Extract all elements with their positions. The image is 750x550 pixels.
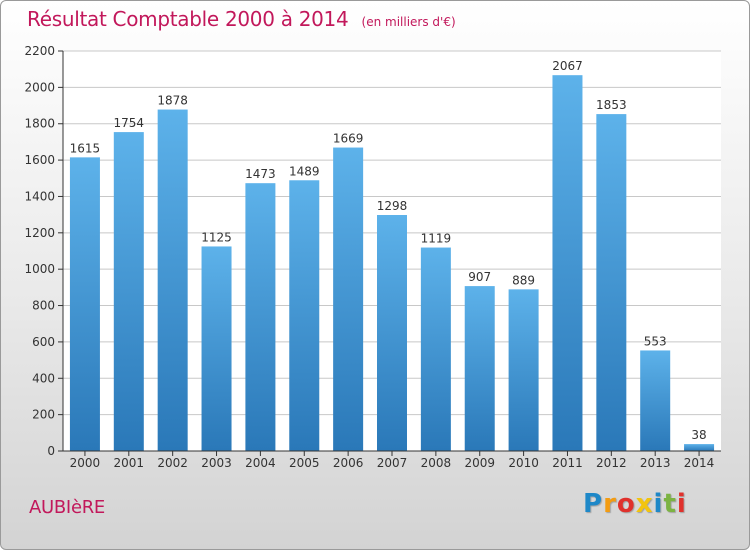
chart-title: Résultat Comptable 2000 à 2014: [27, 7, 349, 31]
bar: [420, 247, 451, 451]
bar: [157, 109, 188, 451]
logo-letter: x: [635, 489, 654, 519]
data-label: 1878: [157, 94, 188, 108]
data-label: 1853: [596, 98, 627, 112]
data-label: 1615: [70, 141, 101, 155]
logo-letter: i: [653, 489, 664, 519]
x-tick-label: 2012: [596, 456, 627, 470]
bar: [552, 75, 583, 451]
proxiti-logo[interactable]: Proxiti: [583, 489, 687, 519]
bar: [508, 289, 539, 451]
logo-letter: o: [616, 489, 636, 519]
chart-subtitle: (en milliers d'€): [361, 15, 456, 29]
data-label: 1298: [377, 199, 408, 213]
y-tick-label: 1200: [24, 226, 55, 240]
data-label: 1125: [201, 230, 232, 244]
commune-name: AUBIèRE: [29, 497, 105, 518]
data-label: 1473: [245, 167, 276, 181]
y-tick-label: 1000: [24, 262, 55, 276]
y-tick-label: 2000: [24, 80, 55, 94]
y-tick-label: 400: [32, 371, 55, 385]
data-label: 1119: [421, 232, 452, 246]
y-tick-label: 200: [32, 408, 55, 422]
x-tick-label: 2014: [684, 456, 715, 470]
data-label: 1754: [114, 116, 145, 130]
bar: [464, 286, 495, 451]
x-tick-label: 2007: [377, 456, 408, 470]
bar: [640, 350, 671, 451]
x-tick-label: 2006: [333, 456, 364, 470]
x-tick-label: 2005: [289, 456, 320, 470]
x-tick-label: 2000: [70, 456, 101, 470]
data-label: 907: [468, 270, 491, 284]
data-label: 38: [691, 428, 706, 442]
bar: [69, 157, 100, 451]
y-tick-label: 1800: [24, 117, 55, 131]
data-label: 1669: [333, 132, 364, 146]
bar: [201, 246, 232, 451]
logo-letter: i: [676, 489, 687, 519]
x-tick-label: 2003: [201, 456, 232, 470]
y-tick-label: 0: [47, 444, 55, 458]
x-tick-label: 2009: [464, 456, 495, 470]
data-label: 553: [644, 334, 667, 348]
logo-letter: t: [663, 489, 677, 519]
x-tick-label: 2004: [245, 456, 276, 470]
x-tick-label: 2008: [421, 456, 452, 470]
logo-letter: P: [583, 489, 604, 519]
y-tick-label: 600: [32, 335, 55, 349]
title-row: Résultat Comptable 2000 à 2014 (en milli…: [27, 7, 456, 31]
x-tick-label: 2013: [640, 456, 671, 470]
logo-letter: r: [603, 489, 617, 519]
bar: [333, 147, 364, 451]
x-tick-label: 2002: [157, 456, 188, 470]
bar: [377, 215, 407, 451]
y-tick-label: 2200: [24, 44, 55, 58]
bar: [684, 444, 715, 451]
bar: [289, 180, 320, 452]
y-tick-label: 1600: [24, 153, 55, 167]
y-tick-label: 800: [32, 299, 55, 313]
y-tick-label: 1400: [24, 189, 55, 203]
bar: [245, 183, 276, 451]
bar: [113, 132, 144, 451]
data-label: 1489: [289, 164, 320, 178]
data-label: 2067: [552, 59, 583, 73]
data-label: 889: [512, 273, 535, 287]
x-tick-label: 2011: [552, 456, 583, 470]
x-tick-label: 2001: [114, 456, 145, 470]
bar: [596, 114, 627, 451]
x-tick-label: 2010: [508, 456, 539, 470]
